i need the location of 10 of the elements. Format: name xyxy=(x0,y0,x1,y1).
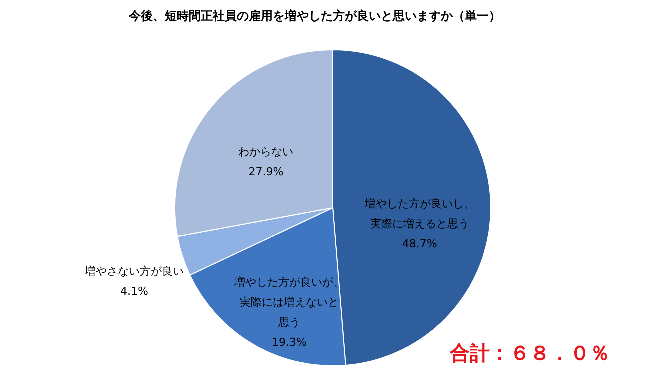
data-label: 48.7% xyxy=(402,237,438,250)
data-label: 27.9% xyxy=(248,165,284,178)
text: 合計：６８．０％ xyxy=(449,341,610,365)
slice-label: 増やした方が良いし、実際に増えると思う xyxy=(364,197,475,230)
data-label: 4.1% xyxy=(120,284,148,298)
slice-label: わからない xyxy=(238,145,294,158)
data-label: 19.3% xyxy=(272,336,307,350)
slice-label: 増やさない方が良い xyxy=(84,264,184,278)
chart-title: 今後、短時間正社員の雇用を増やした方が良いと思いますか（単一） xyxy=(128,9,501,23)
slice-label: 増やした方が良いが、実際には増えないと思う xyxy=(233,276,344,330)
